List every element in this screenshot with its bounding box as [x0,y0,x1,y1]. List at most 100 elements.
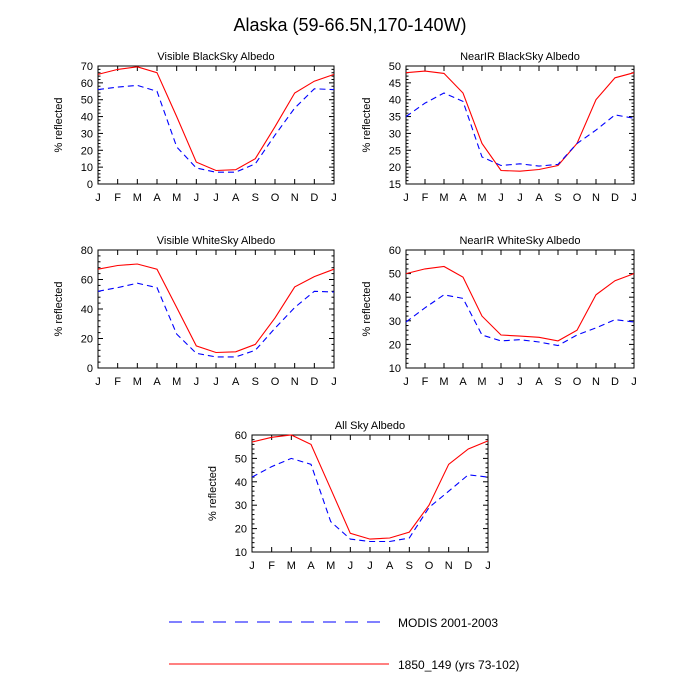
y-tick-label: 20 [389,162,401,174]
x-tick-label: M [172,192,181,204]
x-tick-label: N [291,192,299,204]
x-tick-label: A [307,560,315,572]
x-tick-label: S [252,376,259,388]
x-tick-label: N [592,192,600,204]
legend-label-1: MODIS 2001-2003 [398,616,498,630]
x-tick-label: M [133,376,142,388]
x-tick-label: J [213,376,219,388]
x-tick-label: M [477,192,486,204]
model-series-line [97,263,335,354]
y-tick-label: 15 [389,179,401,191]
x-tick-label: M [287,560,296,572]
x-tick-label: S [554,192,561,204]
x-tick-label: D [310,192,318,204]
x-tick-label: J [194,192,200,204]
plot-frame [251,434,489,553]
x-tick-label: M [172,376,181,388]
x-tick-label: F [268,560,275,572]
x-tick-label: S [252,192,259,204]
x-tick-label: J [517,192,523,204]
plot-frame [97,249,335,369]
x-tick-label: A [459,376,467,388]
x-tick-label: S [554,376,561,388]
x-tick-label: J [631,376,637,388]
y-tick-label: 60 [81,78,93,90]
model-series-line [251,434,489,540]
x-tick-label: J [517,376,523,388]
y-tick-label: 50 [81,95,93,107]
x-tick-label: M [439,192,448,204]
legend-label-2: 1850_149 (yrs 73-102) [398,658,519,672]
x-tick-label: J [331,192,337,204]
plot-frame [405,65,635,185]
y-tick-label: 0 [87,179,93,191]
x-tick-label: D [611,376,619,388]
model-series-line [97,66,335,172]
x-tick-label: M [133,192,142,204]
x-tick-label: F [422,376,429,388]
y-tick-label: 20 [81,145,93,157]
y-tick-label: 50 [235,453,247,465]
y-tick-label: 20 [81,334,93,346]
modis-series-line [97,282,335,358]
y-axis-label: % reflected [53,97,65,152]
x-tick-label: J [367,560,373,572]
x-tick-label: F [422,192,429,204]
y-tick-label: 60 [389,245,401,257]
figure-title: Alaska (59-66.5N,170-140W) [233,15,466,35]
x-tick-label: J [348,560,354,572]
x-tick-label: J [485,560,491,572]
y-tick-label: 10 [81,162,93,174]
y-tick-label: 20 [389,339,401,351]
x-tick-label: A [535,376,543,388]
y-tick-label: 40 [389,95,401,107]
y-tick-label: 30 [389,128,401,140]
x-tick-label: J [249,560,255,572]
x-tick-label: S [406,560,413,572]
y-tick-label: 50 [389,61,401,73]
x-tick-label: J [631,192,637,204]
x-tick-label: M [477,376,486,388]
y-tick-label: 25 [389,145,401,157]
y-tick-label: 80 [81,245,93,257]
y-axis-label: % reflected [361,281,373,336]
x-tick-label: M [326,560,335,572]
modis-series-line [251,457,489,543]
x-tick-label: J [95,192,101,204]
x-tick-label: M [439,376,448,388]
modis-series-line [405,92,635,167]
x-tick-label: O [425,560,434,572]
x-tick-label: O [271,376,280,388]
x-tick-label: N [291,376,299,388]
y-axis-label: % reflected [361,97,373,152]
x-tick-label: A [459,192,467,204]
y-tick-label: 40 [389,292,401,304]
y-tick-label: 70 [81,61,93,73]
x-tick-label: O [573,192,582,204]
x-tick-label: J [403,192,409,204]
y-tick-label: 40 [235,477,247,489]
y-tick-label: 20 [235,524,247,536]
x-tick-label: J [498,192,504,204]
legend: MODIS 2001-2003 1850_149 (yrs 73-102) [169,616,519,672]
x-tick-label: J [403,376,409,388]
y-tick-label: 10 [389,363,401,375]
x-tick-label: A [386,560,394,572]
x-tick-label: F [114,192,121,204]
y-axis-label: % reflected [207,466,219,521]
y-tick-label: 30 [235,500,247,512]
x-tick-label: J [213,192,219,204]
panel-title: Visible WhiteSky Albedo [157,235,275,247]
x-tick-label: F [114,376,121,388]
x-tick-label: J [331,376,337,388]
x-tick-label: A [232,376,240,388]
modis-series-line [97,84,335,173]
panel-title: All Sky Albedo [335,420,405,432]
x-tick-label: A [153,376,161,388]
y-tick-label: 60 [81,275,93,287]
